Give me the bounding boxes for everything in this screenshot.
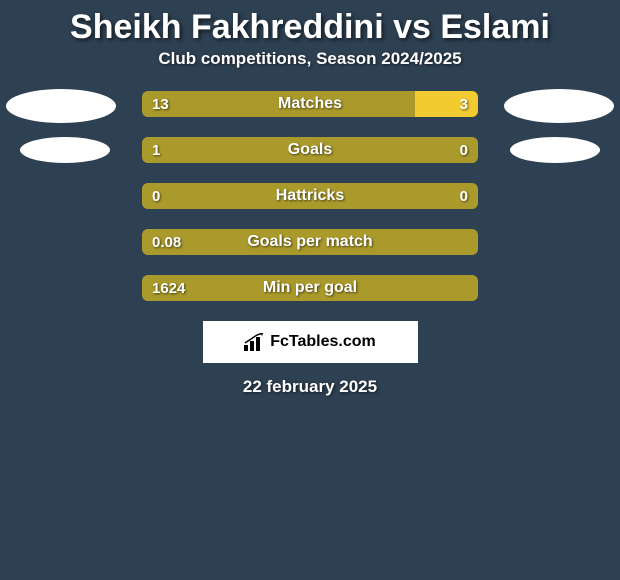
stat-rows: Matches133 Goals10 Hattricks00 Goals per ma… xyxy=(0,89,620,303)
branding-text: FcTables.com xyxy=(244,333,376,351)
branding-box[interactable]: FcTables.com xyxy=(203,321,418,363)
player-left-marker xyxy=(6,89,116,123)
bar-left-segment xyxy=(142,229,478,255)
bar-left-segment xyxy=(142,91,415,117)
branding-label: FcTables.com xyxy=(270,333,376,351)
stat-row: Min per goal1624 xyxy=(0,273,620,303)
stat-bar xyxy=(140,273,480,303)
bar-left-segment xyxy=(142,275,478,301)
stat-row: Hattricks00 xyxy=(0,181,620,211)
player-right-marker xyxy=(510,137,600,163)
chart-icon xyxy=(244,333,266,351)
stat-bar xyxy=(140,135,480,165)
comparison-page: Sheikh Fakhreddini vs Eslami Club compet… xyxy=(0,0,620,580)
bar-left-segment xyxy=(142,137,478,163)
stat-row: Goals per match0.08 xyxy=(0,227,620,257)
date-text: 22 february 2025 xyxy=(0,377,620,397)
stat-bar xyxy=(140,181,480,211)
stat-bar xyxy=(140,227,480,257)
bar-right-segment xyxy=(415,91,478,117)
stat-row: Matches133 xyxy=(0,89,620,119)
player-right-marker xyxy=(504,89,614,123)
bar-left-segment xyxy=(142,183,478,209)
stat-row: Goals10 xyxy=(0,135,620,165)
player-left-marker xyxy=(20,137,110,163)
page-title: Sheikh Fakhreddini vs Eslami xyxy=(0,0,620,49)
page-subtitle: Club competitions, Season 2024/2025 xyxy=(0,49,620,69)
stat-bar xyxy=(140,89,480,119)
